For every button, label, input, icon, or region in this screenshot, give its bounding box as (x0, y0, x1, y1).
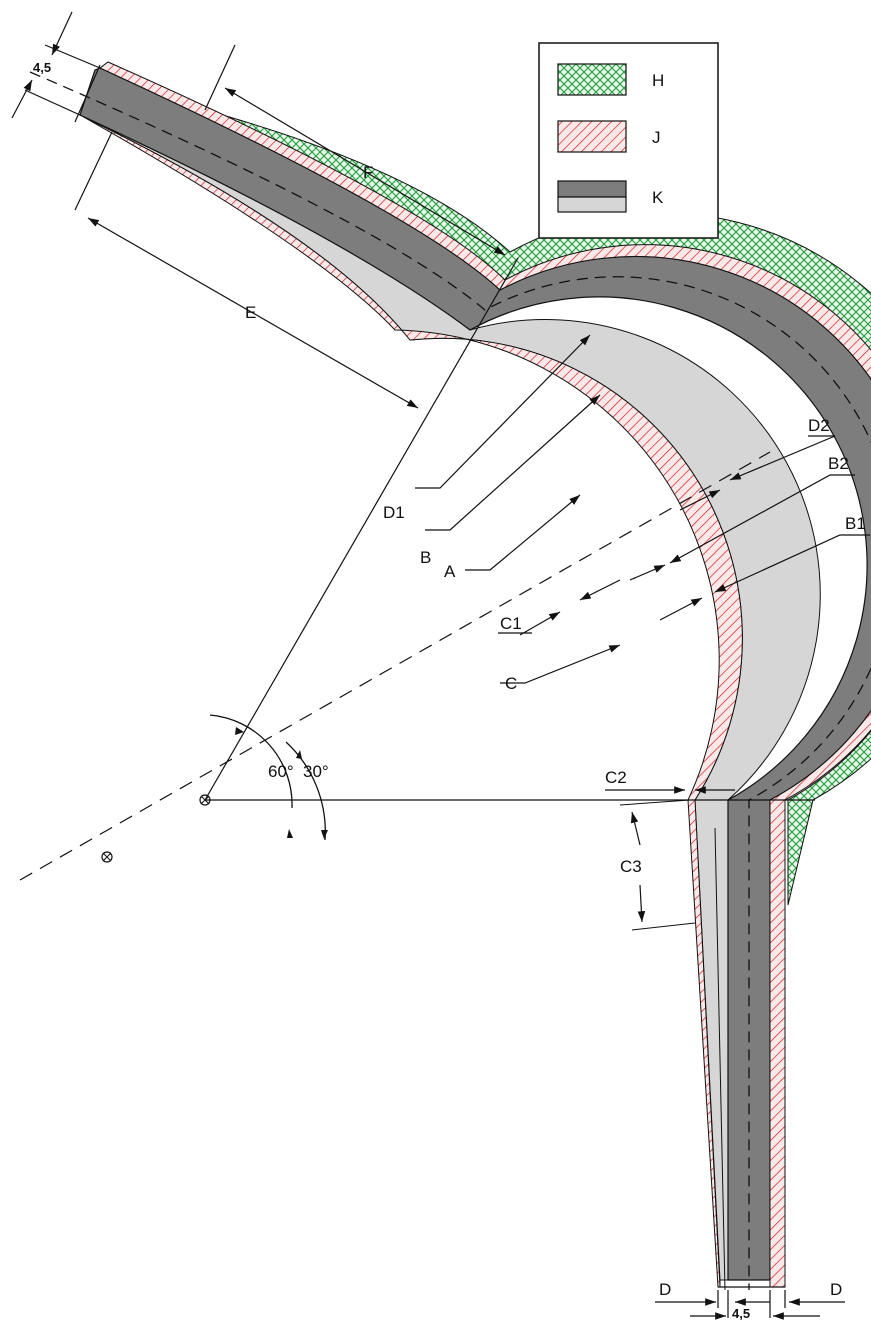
dim-A-label: A (444, 562, 456, 581)
dimension-lines (11, 11, 870, 1320)
dim-E-label: E (245, 303, 256, 322)
dim-C2-label: C2 (605, 768, 627, 787)
legend-label-J: J (652, 128, 661, 147)
legend-item-K: K (557, 180, 664, 213)
dim-D-left-label: D (659, 1280, 671, 1299)
legend: H J K (538, 42, 719, 239)
center-point-2 (101, 851, 113, 863)
legend-item-J: J (557, 120, 661, 153)
dim-B-label: B (420, 548, 431, 567)
dim-D2-label: D2 (808, 416, 830, 435)
angle-arc-30 (285, 741, 326, 841)
width-top-label: 4,5 (33, 60, 51, 75)
dim-C1-label: C1 (500, 614, 522, 633)
angle-60-label: 60° (268, 762, 294, 781)
center-point-1 (199, 794, 211, 806)
dim-F-label: F (363, 163, 373, 182)
width-bottom-label: 4,5 (732, 1306, 750, 1320)
legend-label-K: K (652, 188, 664, 207)
dim-D1-label: D1 (383, 503, 405, 522)
dim-B2-label: B2 (828, 454, 849, 473)
dim-C3-label: C3 (620, 857, 642, 876)
dim-D-right-label: D (830, 1280, 842, 1299)
angle-30-label: 30° (303, 762, 329, 781)
dim-B1-label: B1 (845, 514, 866, 533)
construction-lines (19, 257, 815, 1291)
dim-C-label: C (505, 674, 517, 693)
angle-arc-60 (209, 714, 293, 809)
legend-item-H: H (557, 63, 664, 96)
legend-label-H: H (652, 71, 664, 90)
